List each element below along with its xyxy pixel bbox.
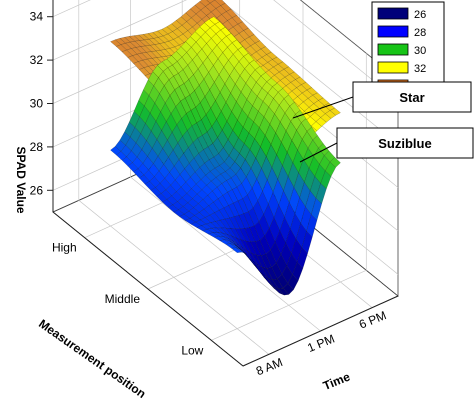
time-tick-label: 1 PM — [305, 332, 336, 355]
time-gridline — [78, 0, 270, 355]
position-tick-label: High — [52, 241, 77, 255]
z-tick-label: 28 — [30, 140, 44, 154]
legend-label: 26 — [414, 9, 426, 21]
position-tick-label: Middle — [105, 292, 141, 306]
time-axis-line — [242, 295, 399, 367]
surface-suziblue — [110, 16, 341, 296]
gridlines — [52, 0, 399, 355]
time-gridline — [130, 0, 321, 332]
y-axis-title: Time — [321, 369, 352, 393]
callout-label: Star — [399, 90, 424, 105]
position-axis-line — [52, 211, 244, 367]
z-axis-title: SPAD Value — [14, 146, 28, 213]
callout-label: Suziblue — [378, 136, 431, 151]
series-callouts: Star Suziblue — [292, 81, 474, 163]
z-gridline — [52, 0, 399, 145]
position-gridline — [211, 53, 367, 341]
z-gridline — [52, 0, 399, 101]
surface-facet — [329, 157, 341, 168]
time-tick-label: 6 PM — [357, 308, 388, 331]
surfaces — [110, 0, 341, 296]
legend-label: 28 — [414, 27, 426, 39]
z-tick-label: 26 — [30, 183, 44, 197]
legend-label: 32 — [414, 63, 426, 75]
legend-swatch — [377, 25, 409, 38]
callout-box — [352, 81, 472, 113]
surface-facet — [329, 107, 341, 116]
z-tick-label: 34 — [30, 10, 44, 24]
legend-swatch — [377, 61, 409, 74]
callout-leader — [292, 96, 354, 119]
legend-swatch — [377, 43, 409, 56]
z-tick-label: 30 — [30, 97, 44, 111]
x-axis-title: Measurement position — [36, 316, 148, 401]
legend-swatch — [377, 7, 409, 20]
position-tick-label: Low — [181, 343, 203, 357]
z-tick-label: 32 — [30, 53, 44, 67]
callout-box — [336, 127, 474, 159]
legend-label: 30 — [414, 45, 426, 57]
callout-leader — [299, 142, 338, 163]
